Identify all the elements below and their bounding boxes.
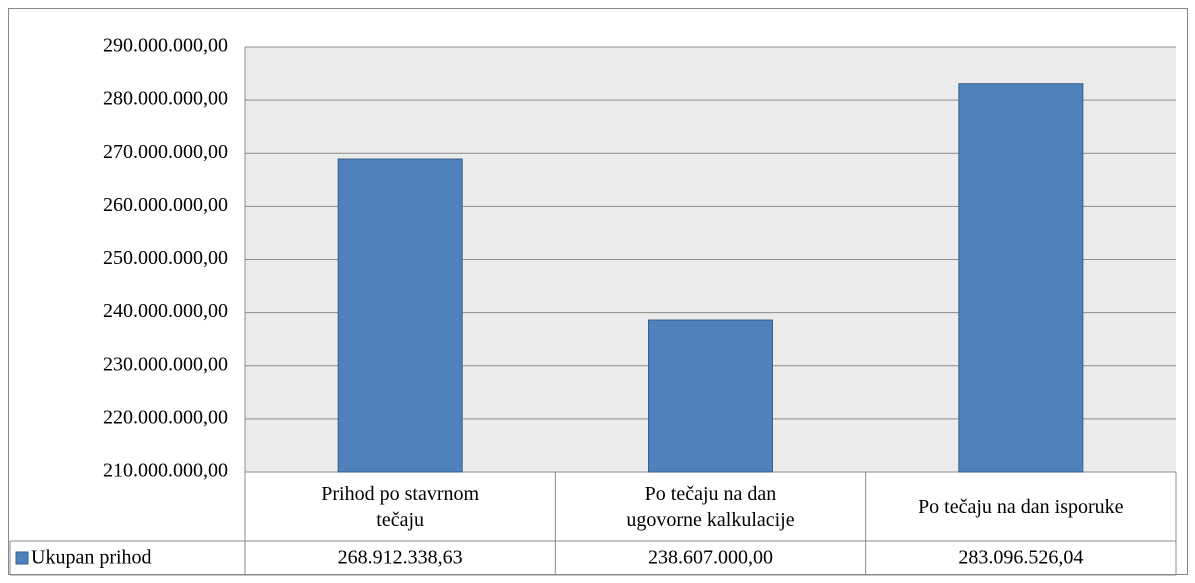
y-tick-label: 280.000.000,00 [103,88,228,110]
y-tick-label: 260.000.000,00 [103,194,228,216]
y-tick-label: 210.000.000,00 [103,460,228,482]
legend-label: Ukupan prihod [31,547,152,569]
y-tick-label: 230.000.000,00 [103,353,228,375]
category-wrap: Prihod po stavrnom tečaju [245,472,555,541]
y-tick-label: 290.000.000,00 [103,35,228,57]
data-label: 268.912.338,63 [338,547,463,569]
legend-swatch [15,551,29,565]
bar [337,158,463,473]
data-label: 238.607.000,00 [648,547,773,569]
bar [958,83,1084,473]
data-label: 283.096.526,04 [958,547,1083,569]
category-wrap: Po tečaju na dan ugovorne kalkulacije [555,472,865,541]
category-cell: Prihod po stavrnom tečaju [245,472,555,541]
bar [648,319,773,473]
category-cell: Po tečaju na dan isporuke [866,472,1176,541]
x-tick-label: Prihod po stavrnom tečaju [321,482,480,531]
y-tick-label: 270.000.000,00 [103,141,228,163]
x-tick-label: Po tečaju na dan ugovorne kalkulacije [626,482,795,531]
category-wrap: Po tečaju na dan isporuke [866,472,1176,541]
x-tick-label: Po tečaju na dan isporuke [918,495,1124,518]
y-tick-label: 240.000.000,00 [103,300,228,322]
y-tick-label: 250.000.000,00 [103,247,228,269]
y-tick-label: 220.000.000,00 [103,406,228,428]
category-cell: Po tečaju na dan ugovorne kalkulacije [555,472,865,541]
